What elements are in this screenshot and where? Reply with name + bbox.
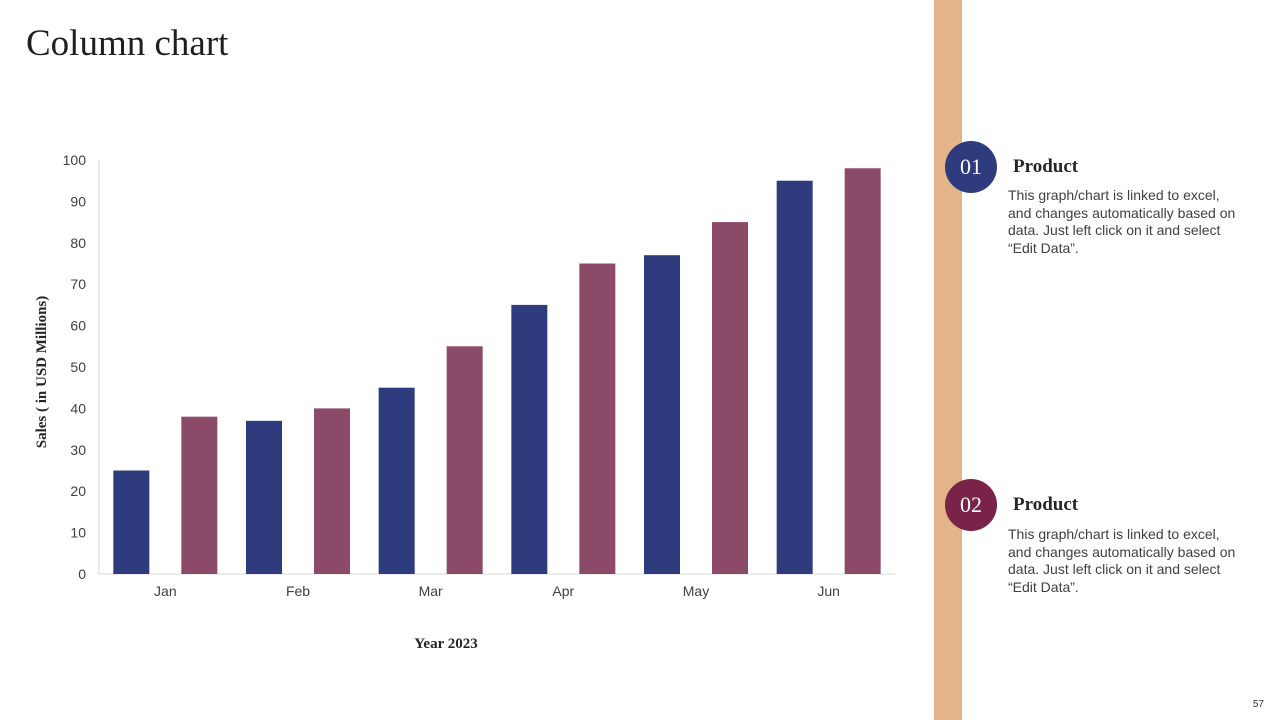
- bar-apr-series-1: [511, 304, 548, 574]
- x-tick-label-feb: Feb: [286, 583, 310, 599]
- y-tick-label-10: 10: [70, 525, 86, 541]
- bar-jan-series-2: [181, 416, 218, 574]
- bar-mar-series-2: [446, 346, 483, 574]
- bar-may-series-2: [712, 222, 748, 574]
- x-tick-label-apr: Apr: [552, 583, 574, 599]
- x-tick-label-mar: Mar: [419, 583, 443, 599]
- info-text-02: This graph/chart is linked to excel, and…: [1008, 526, 1236, 595]
- y-tick-label-70: 70: [70, 276, 86, 292]
- x-tick-label-jun: Jun: [817, 583, 840, 599]
- x-axis-title: Year 2023: [414, 636, 477, 652]
- y-tick-label-80: 80: [70, 235, 86, 251]
- bar-apr-series-2: [579, 263, 616, 574]
- y-tick-label-100: 100: [63, 152, 87, 168]
- number-marker-02: 02: [945, 479, 997, 531]
- info-title-02: Product: [1013, 494, 1079, 515]
- bar-jun-series-2: [844, 168, 881, 574]
- bar-feb-series-1: [246, 420, 282, 574]
- x-tick-label-may: May: [683, 583, 709, 599]
- side-accent-bar: [934, 0, 962, 720]
- info-title-01: Product: [1013, 156, 1079, 177]
- y-tick-label-0: 0: [78, 566, 86, 582]
- bar-feb-series-2: [314, 408, 350, 574]
- number-marker-01: 01: [945, 141, 997, 193]
- bar-may-series-1: [644, 255, 680, 574]
- y-tick-label-40: 40: [70, 400, 86, 416]
- y-axis-title: Sales ( in USD Millions): [34, 296, 50, 449]
- bar-jan-series-1: [113, 470, 150, 574]
- x-tick-label-jan: Jan: [154, 583, 177, 599]
- bar-mar-series-1: [378, 387, 415, 574]
- y-tick-label-30: 30: [70, 442, 86, 458]
- column-chart: 0 10 20 30 40 50 60 70 80 90 100 Jan Feb Mar Apr May Jun…: [34, 152, 895, 652]
- y-tick-label-20: 20: [70, 483, 86, 499]
- info-text-01: This graph/chart is linked to excel, and…: [1008, 187, 1236, 256]
- page-number: 57: [1252, 699, 1264, 710]
- y-tick-label-50: 50: [70, 359, 86, 375]
- slide-title: Column chart: [26, 23, 229, 64]
- y-tick-label-90: 90: [70, 193, 86, 209]
- bar-jun-series-1: [776, 180, 813, 574]
- y-tick-label-60: 60: [70, 318, 86, 334]
